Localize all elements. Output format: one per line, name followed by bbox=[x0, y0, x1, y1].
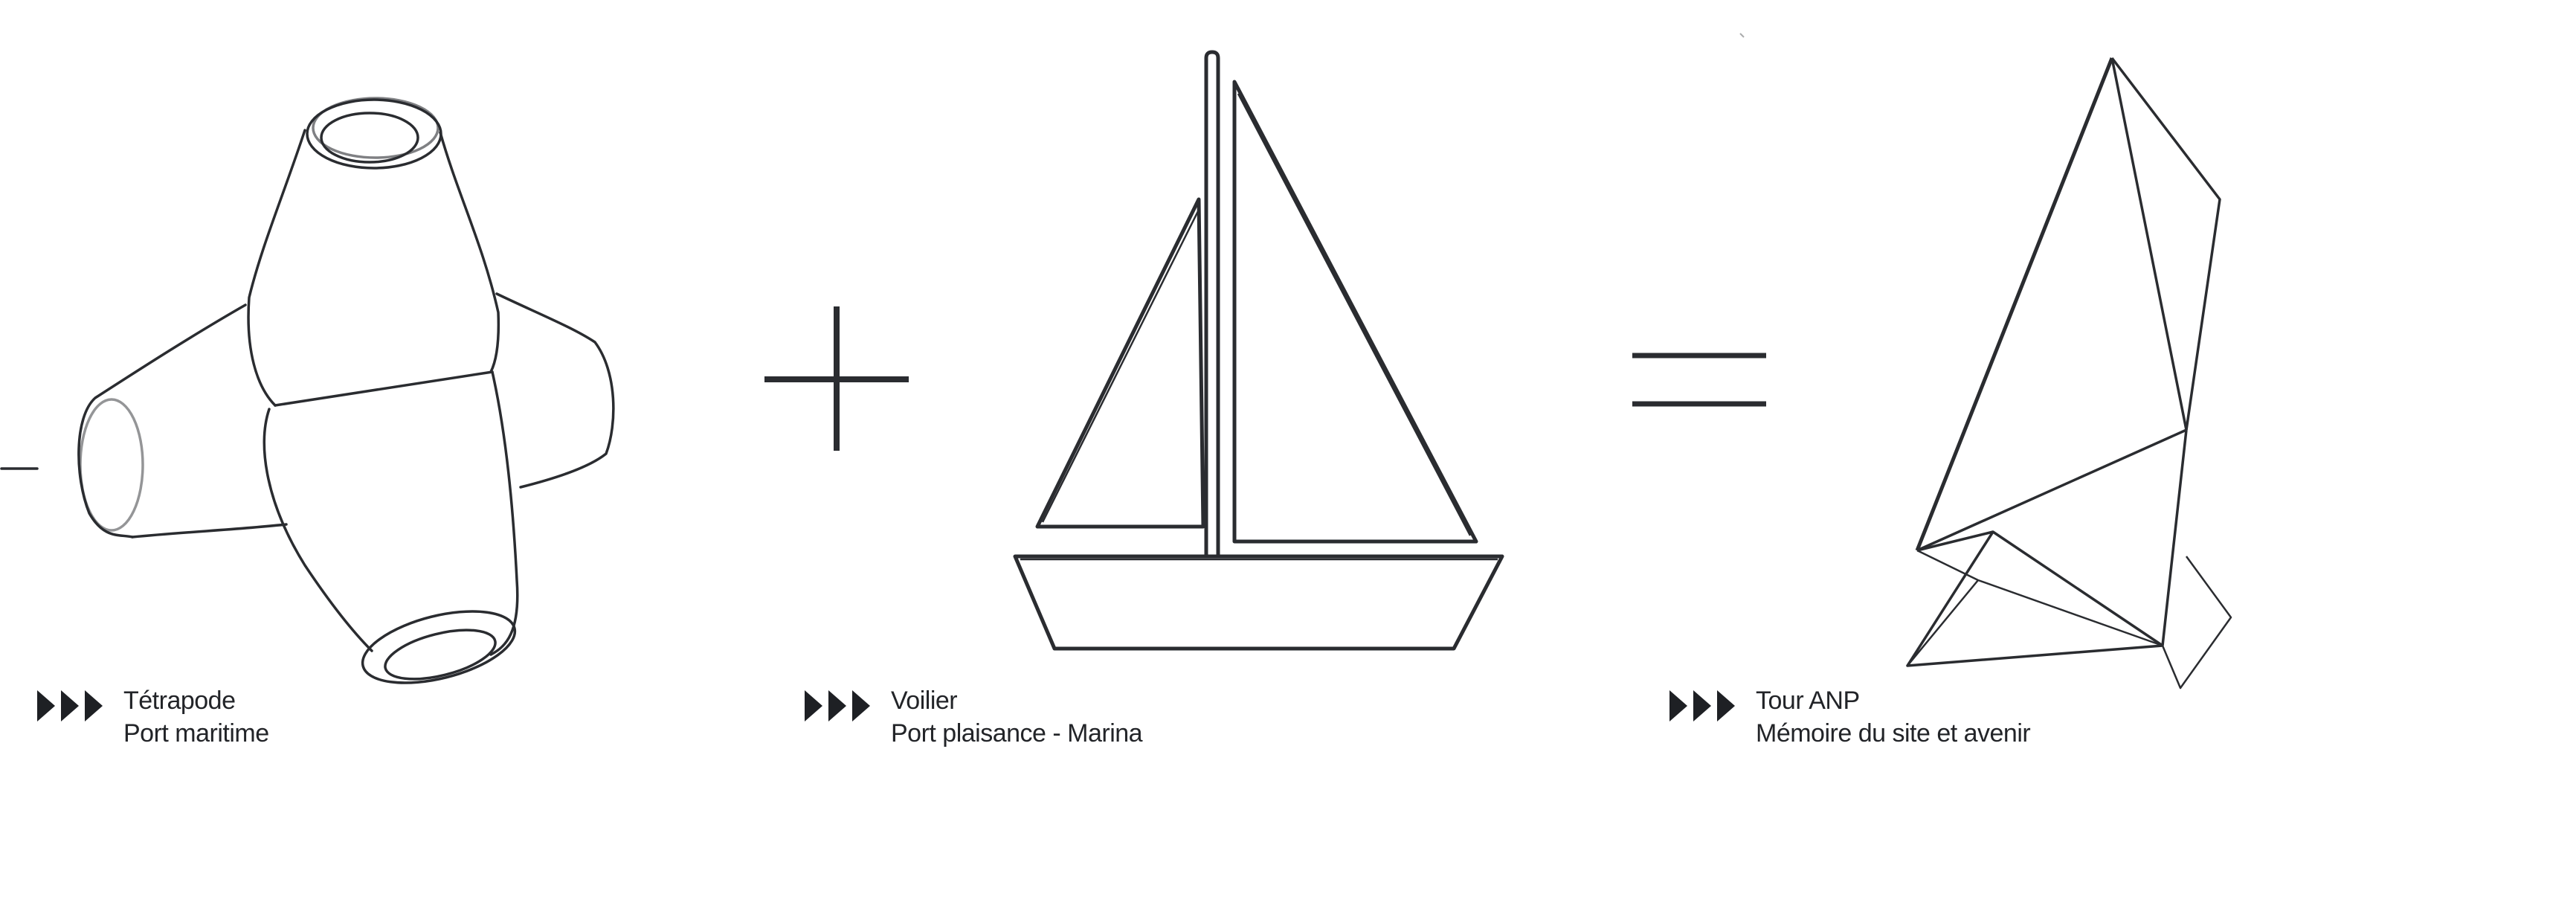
sailboat-icon bbox=[1013, 50, 1504, 651]
arrow-right-icon bbox=[61, 690, 79, 721]
caption-subtitle: Mémoire du site et avenir bbox=[1756, 719, 2031, 748]
arrow-right-icon bbox=[1693, 690, 1711, 721]
caption-tetrapod: Tétrapode Port maritime bbox=[37, 684, 269, 750]
caption-title: Tétrapode bbox=[123, 687, 236, 715]
triple-arrow-icon bbox=[1669, 690, 1735, 721]
caption-text: Tour ANP Mémoire du site et avenir bbox=[1756, 684, 2031, 750]
caption-anp-tower: Tour ANP Mémoire du site et avenir bbox=[1669, 684, 2031, 750]
arrow-right-icon bbox=[828, 690, 846, 721]
caption-title: Tour ANP bbox=[1756, 687, 1860, 715]
triple-arrow-icon bbox=[805, 690, 870, 721]
caption-sailboat: Voilier Port plaisance - Marina bbox=[805, 684, 1143, 750]
caption-title: Voilier bbox=[891, 687, 958, 715]
caption-subtitle: Port plaisance - Marina bbox=[891, 719, 1143, 748]
arrow-right-icon bbox=[852, 690, 870, 721]
arrow-right-icon bbox=[805, 690, 822, 721]
arrow-right-icon bbox=[1717, 690, 1735, 721]
caption-text: Tétrapode Port maritime bbox=[123, 684, 269, 750]
caption-subtitle: Port maritime bbox=[123, 719, 269, 748]
triple-arrow-icon bbox=[37, 690, 103, 721]
anp-tower-icon bbox=[1739, 33, 2232, 690]
arrow-right-icon bbox=[1669, 690, 1687, 721]
equals-icon bbox=[1632, 353, 1766, 407]
caption-text: Voilier Port plaisance - Marina bbox=[891, 684, 1143, 750]
tetrapod-icon bbox=[0, 97, 615, 684]
arrow-right-icon bbox=[37, 690, 55, 721]
plus-icon bbox=[764, 306, 909, 451]
arrow-right-icon bbox=[85, 690, 103, 721]
